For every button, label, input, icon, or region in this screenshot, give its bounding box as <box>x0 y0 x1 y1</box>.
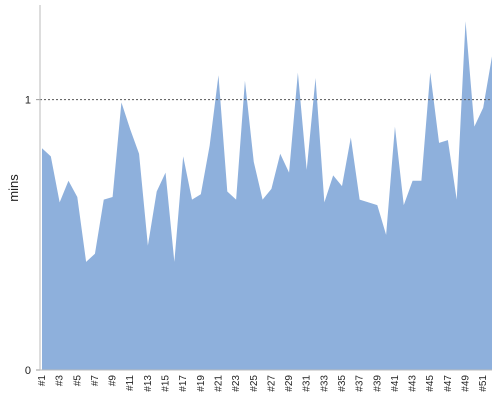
x-tick-label: #41 <box>390 375 401 392</box>
x-tick-label: #15 <box>161 375 172 392</box>
x-tick-label: #25 <box>249 375 260 392</box>
x-tick-label: #37 <box>355 375 366 392</box>
x-tick-label: #35 <box>337 375 348 392</box>
x-tick-label: #45 <box>425 375 436 392</box>
y-tick-label: 1 <box>25 95 31 107</box>
x-tick-label: #13 <box>143 375 154 392</box>
x-tick-label: #21 <box>213 375 224 392</box>
x-tick-label: #31 <box>302 375 313 392</box>
x-tick-label: #3 <box>55 375 66 387</box>
x-tick-label: #1 <box>37 375 48 387</box>
x-tick-label: #33 <box>319 375 330 392</box>
x-tick-label: #17 <box>178 375 189 392</box>
x-tick-label: #5 <box>72 375 83 387</box>
y-axis-label: mins <box>6 174 21 202</box>
area <box>42 21 492 370</box>
x-tick-label: #29 <box>284 375 295 392</box>
x-tick-label: #49 <box>461 375 472 392</box>
x-tick-label: #23 <box>231 375 242 392</box>
x-tick-label: #51 <box>478 375 489 392</box>
y-tick-label: 0 <box>25 365 31 377</box>
x-tick-label: #39 <box>372 375 383 392</box>
x-tick-label: #9 <box>108 375 119 387</box>
x-tick-label: #19 <box>196 375 207 392</box>
x-tick-label: #7 <box>90 375 101 387</box>
x-tick-label: #47 <box>443 375 454 392</box>
x-tick-label: #43 <box>408 375 419 392</box>
x-tick-label: #11 <box>125 375 136 391</box>
x-tick-label: #27 <box>266 375 277 392</box>
